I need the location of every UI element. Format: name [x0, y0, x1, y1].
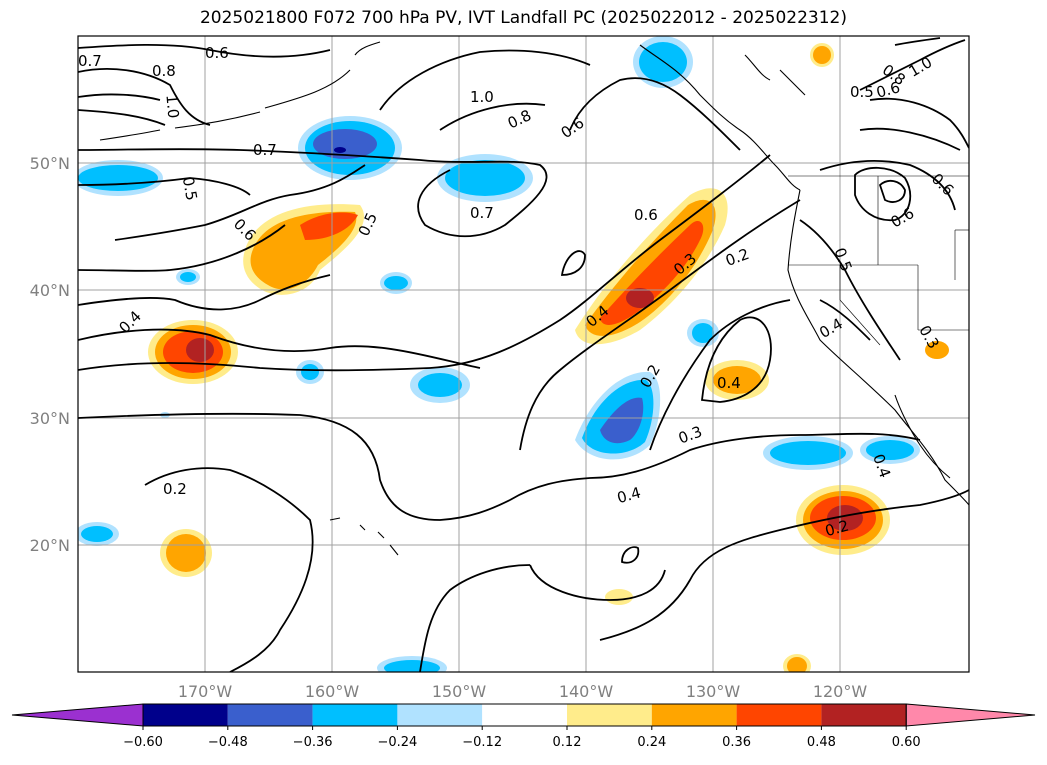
lon-tick-labels: 170°W 160°W 150°W 140°W 130°W 120°W [178, 682, 868, 701]
contour-label: 0.6 [874, 78, 902, 102]
lat-tick: 30°N [30, 409, 70, 428]
colorbar-extend-high [905, 703, 1036, 727]
contour-label: 0.7 [470, 204, 494, 222]
colorbar-tick-label: −0.36 [293, 735, 333, 750]
contour-label: 0.2 [823, 516, 851, 540]
state-borders [788, 175, 969, 346]
contour-label: 1.0 [470, 88, 494, 106]
contour-label: 0.8 [152, 62, 176, 80]
lon-tick: 160°W [305, 682, 360, 701]
anomaly-positive-165w-core [300, 212, 358, 240]
lon-tick: 150°W [432, 682, 487, 701]
contour-label: 0.5 [179, 175, 201, 202]
colorbar-segment [736, 704, 822, 726]
contour-label: 0.8 [505, 106, 534, 132]
coastlines [99, 41, 969, 556]
colorbar-extend-low [11, 703, 144, 727]
colorbar-tick-label: 0.24 [637, 735, 666, 750]
contour-label: 0.7 [78, 52, 102, 70]
contour-label: 1.0 [906, 53, 936, 81]
lon-tick: 140°W [559, 682, 614, 701]
anomaly-positive-band-core [600, 220, 704, 325]
lat-tick-labels: 50°N 40°N 30°N 20°N [30, 154, 70, 555]
lat-tick: 40°N [30, 281, 70, 300]
lon-tick: 170°W [178, 682, 233, 701]
lat-tick: 20°N [30, 536, 70, 555]
contour-label: 0.6 [558, 114, 588, 142]
colorbar: −0.60 −0.48 −0.36 −0.24 −0.12 0.12 0.24 0.36 0.4… [11, 703, 1036, 750]
gridlines [78, 36, 969, 672]
colorbar-segment [312, 704, 398, 726]
shading-layer [78, 36, 949, 672]
colorbar-tick-label: −0.48 [208, 735, 248, 750]
contour-label: 0.4 [816, 315, 846, 343]
map-frame [77, 35, 970, 673]
colorbar-tick-label: 0.60 [892, 735, 921, 750]
contour-label: 0.7 [253, 141, 277, 159]
contour-label: 1.0 [162, 94, 182, 119]
colorbar-tick-label: 0.12 [553, 735, 582, 750]
contour-label: 0.5 [850, 83, 874, 101]
contour-label: 0.6 [205, 44, 229, 62]
contour-label: 0.4 [615, 483, 643, 507]
colorbar-tick-label: −0.12 [462, 735, 502, 750]
contour-label: 0.3 [676, 422, 705, 447]
lon-tick: 120°W [813, 682, 868, 701]
colorbar-tick-label: 0.36 [722, 735, 751, 750]
colorbar-tick-label: −0.60 [123, 735, 163, 750]
colorbar-segment [821, 704, 907, 726]
colorbar-segment [482, 704, 567, 726]
colorbar-segment [227, 704, 313, 726]
contour-label: 0.6 [634, 206, 658, 224]
contour-label: 0.6 [928, 170, 958, 200]
lon-tick: 130°W [686, 682, 741, 701]
colorbar-segment [567, 704, 652, 726]
lat-tick: 50°N [30, 154, 70, 173]
colorbar-outline [142, 703, 907, 727]
map-title: 2025021800 F072 700 hPa PV, IVT Landfall… [199, 8, 847, 28]
colorbar-segment [143, 704, 228, 726]
colorbar-segment [397, 704, 483, 726]
contour-label: 0.5 [830, 245, 855, 274]
colorbar-tick-label: −0.24 [377, 735, 417, 750]
contour-label: 0.4 [717, 374, 741, 392]
colorbar-tick-label: 0.48 [807, 735, 836, 750]
contour-label: 0.6 [888, 204, 918, 232]
anomaly-positive-band-peak [626, 288, 654, 308]
colorbar-segment [651, 704, 737, 726]
pv-contours [78, 37, 969, 672]
contour-label: 0.2 [163, 480, 187, 498]
